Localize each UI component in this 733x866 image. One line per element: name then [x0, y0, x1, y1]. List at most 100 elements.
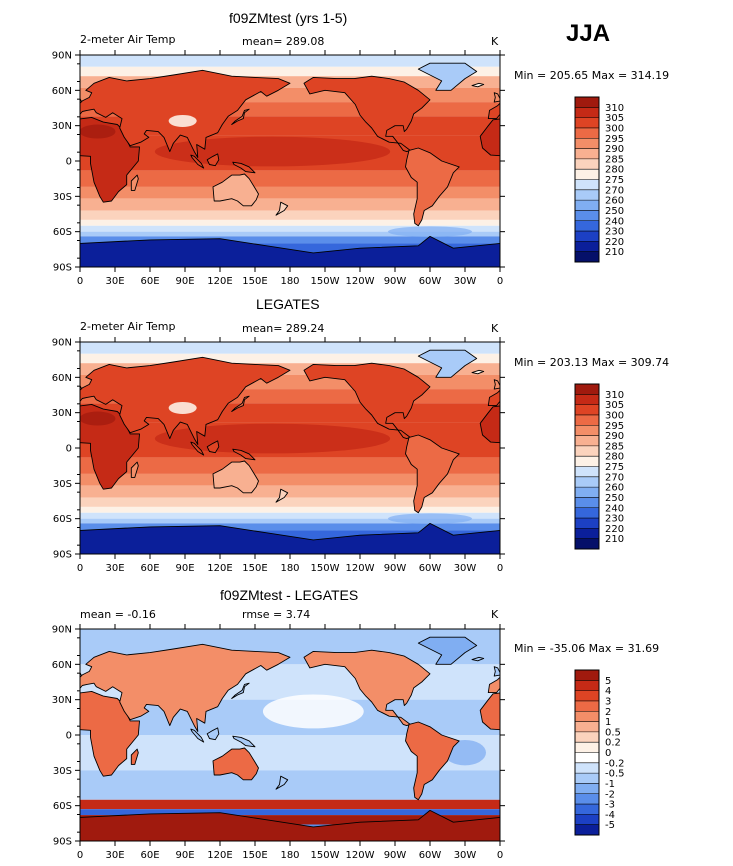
colorbar-swatch — [575, 824, 599, 836]
colorbar-swatch — [575, 414, 599, 426]
season-label: JJA — [566, 20, 611, 47]
lon-label: 120W — [346, 276, 375, 287]
colorbar-swatch — [575, 773, 599, 784]
colorbar-swatch — [575, 169, 599, 180]
uk-land-wrap — [493, 379, 500, 390]
lon-label: 90E — [175, 563, 194, 574]
colorbar-swatch — [575, 117, 599, 129]
colorbar-label: 285 — [605, 154, 624, 165]
colorbar-swatch — [575, 148, 599, 160]
lon-label: 150W — [311, 276, 340, 287]
greenland-land — [417, 349, 478, 378]
lon-label: 150E — [242, 850, 267, 861]
zonal-band-15 — [80, 243, 500, 253]
lat-label: 90S — [53, 837, 72, 848]
lon-label: 60E — [140, 563, 159, 574]
uk-land-wrap — [493, 92, 500, 103]
colorbar-label: 4 — [605, 686, 611, 697]
colorbar-swatch — [575, 138, 599, 149]
colorbar-swatch — [575, 700, 599, 712]
colorbar-swatch — [575, 476, 599, 488]
tibet-cold-spot — [168, 401, 197, 414]
iceland-land-wrap — [471, 369, 485, 375]
antarctica-land — [80, 809, 500, 841]
lon-label: 0 — [497, 276, 503, 287]
colorbar-swatch — [575, 670, 599, 681]
lon-label: 60E — [140, 276, 159, 287]
colorbar-swatch — [575, 466, 599, 478]
colorbar-frame — [574, 383, 600, 550]
zonal-band-8 — [80, 186, 500, 199]
zonal-band-10 — [80, 497, 500, 507]
japan-land — [231, 108, 250, 125]
panel2-title: LEGATES — [256, 296, 320, 312]
lat-label: 90N — [52, 625, 72, 636]
zonal-band-9 — [80, 198, 500, 211]
colorbar-swatch — [575, 507, 599, 519]
antarctica-land — [80, 522, 500, 554]
colorbar-label: 230 — [605, 514, 624, 525]
lon-label: 90E — [175, 850, 194, 861]
colorbar-swatch — [575, 179, 599, 191]
colorbar-label: 300 — [605, 410, 624, 421]
colorbar-label: 230 — [605, 227, 624, 238]
lat-label: 30N — [52, 695, 72, 706]
colorbar-label: 240 — [605, 216, 624, 227]
north-america-land — [303, 75, 431, 153]
lon-label: 0 — [77, 276, 83, 287]
lon-label: 150E — [242, 563, 267, 574]
colorbar-label: 260 — [605, 483, 624, 494]
lon-label: 90W — [384, 563, 407, 574]
lon-label: 180 — [280, 276, 299, 287]
eurasia-land — [80, 356, 291, 445]
colorbar-label: 300 — [605, 123, 624, 134]
africa-land-wrap — [479, 692, 500, 731]
colorbar-label: 295 — [605, 421, 624, 432]
iceland-land-wrap — [471, 82, 485, 88]
greenland-land — [417, 636, 478, 665]
colorbar-swatch — [575, 200, 599, 211]
colorbar-swatch — [575, 456, 599, 467]
australia-land — [212, 173, 259, 207]
sahara-hot-spot — [80, 124, 116, 139]
colorbar-label: 305 — [605, 113, 624, 124]
colorbar-swatch — [575, 793, 599, 805]
lon-label: 0 — [497, 850, 503, 861]
colorbar-1: 3103053002952902852802752702602502402302… — [574, 96, 624, 263]
colorbar-label: 240 — [605, 503, 624, 514]
colorbar-swatch — [575, 680, 599, 691]
lat-label: 60N — [52, 86, 72, 97]
colorbar-swatch — [575, 528, 599, 539]
sumatra-land — [190, 728, 205, 743]
zonal-band-11 — [80, 219, 500, 226]
zonal-band-2 — [80, 363, 500, 375]
panel2-variable: 2-meter Air Temp — [80, 320, 176, 333]
colorbar-swatch — [575, 241, 599, 252]
panel2-stats: Min = 203.13 Max = 309.74 — [514, 356, 670, 369]
lat-label: 30N — [52, 121, 72, 132]
lon-label: 90E — [175, 276, 194, 287]
lon-label: 0 — [497, 563, 503, 574]
colorbar-label: 5 — [605, 676, 611, 687]
new-guinea-land — [232, 161, 256, 174]
sahara-hot-spot — [80, 411, 116, 426]
tibet-cold-spot — [168, 114, 197, 127]
colorbar-swatch — [575, 731, 599, 743]
zonal-band-0 — [80, 55, 500, 67]
zonal-band-7 — [80, 170, 500, 187]
colorbar-swatch — [575, 220, 599, 232]
lat-label: 60N — [52, 660, 72, 671]
zonal-band-13 — [80, 231, 500, 237]
colorbar-frame — [574, 96, 600, 263]
north-america-land — [303, 649, 431, 727]
lat-label: 90S — [53, 263, 72, 274]
colorbar-label: 0.5 — [605, 727, 621, 738]
australia-land — [212, 747, 259, 781]
new-guinea-land — [232, 735, 256, 748]
colorbar-label: 3 — [605, 696, 611, 707]
atlantic-cold-anomaly — [444, 739, 486, 766]
zonal-band-14 — [80, 523, 500, 531]
lon-label: 0 — [77, 563, 83, 574]
zonal-band-12 — [80, 512, 500, 519]
lon-label: 0 — [77, 850, 83, 861]
